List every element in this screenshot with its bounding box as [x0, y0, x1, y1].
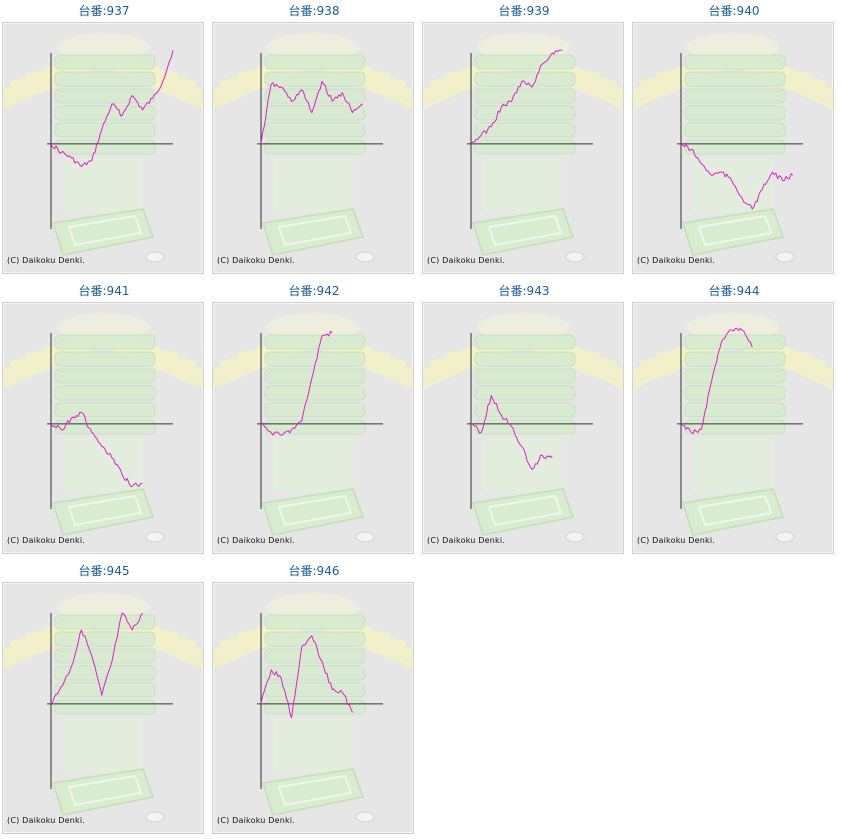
- chart-panel: (C) Daikoku Denki.: [422, 302, 624, 554]
- slump-graph: [423, 313, 623, 543]
- chart-title[interactable]: 台番:944: [708, 284, 760, 298]
- machine-chart-10: 台番:946 (C) Daikoku Denki.: [212, 562, 416, 834]
- slump-graph: [633, 313, 833, 543]
- copyright-text: (C) Daikoku Denki.: [217, 256, 296, 265]
- background-artwork: [213, 313, 413, 543]
- chart-panel: (C) Daikoku Denki.: [2, 302, 204, 554]
- background-artwork: [423, 33, 623, 263]
- slump-graph: [213, 313, 413, 543]
- machine-chart-9: 台番:945 (C) Daikoku Denki.: [2, 562, 206, 834]
- background-artwork: [3, 593, 203, 823]
- background-artwork: [213, 33, 413, 263]
- copyright-text: (C) Daikoku Denki.: [7, 816, 86, 825]
- background-artwork: [423, 313, 623, 543]
- series-line: [260, 330, 333, 436]
- slump-graph: [3, 593, 203, 823]
- chart-panel: (C) Daikoku Denki.: [422, 22, 624, 274]
- chart-title[interactable]: 台番:942: [288, 284, 340, 298]
- machine-chart-6: 台番:942 (C) Daikoku Denki.: [212, 282, 416, 554]
- chart-title[interactable]: 台番:939: [498, 4, 550, 18]
- copyright-text: (C) Daikoku Denki.: [637, 536, 716, 545]
- copyright-text: (C) Daikoku Denki.: [217, 816, 296, 825]
- chart-title[interactable]: 台番:940: [708, 4, 760, 18]
- chart-panel: (C) Daikoku Denki.: [632, 302, 834, 554]
- slump-graph: [423, 33, 623, 263]
- slump-graph: [213, 593, 413, 823]
- slump-graph: [633, 33, 833, 263]
- copyright-text: (C) Daikoku Denki.: [7, 536, 86, 545]
- chart-title[interactable]: 台番:946: [288, 564, 340, 578]
- series-line: [50, 411, 143, 487]
- machine-chart-8: 台番:944 (C) Daikoku Denki.: [632, 282, 836, 554]
- chart-panel: (C) Daikoku Denki.: [212, 22, 414, 274]
- chart-panel: (C) Daikoku Denki.: [2, 22, 204, 274]
- series-line: [680, 327, 753, 435]
- series-line: [50, 50, 174, 167]
- chart-panel: (C) Daikoku Denki.: [212, 582, 414, 834]
- machine-chart-4: 台番:940 (C) Daikoku Denki.: [632, 2, 836, 274]
- background-artwork: [633, 33, 833, 263]
- background-artwork: [3, 313, 203, 543]
- background-artwork: [213, 593, 413, 823]
- machine-chart-7: 台番:943 (C) Daikoku Denki.: [422, 282, 626, 554]
- copyright-text: (C) Daikoku Denki.: [7, 256, 86, 265]
- copyright-text: (C) Daikoku Denki.: [217, 536, 296, 545]
- chart-panel: (C) Daikoku Denki.: [632, 22, 834, 274]
- chart-panel: (C) Daikoku Denki.: [2, 582, 204, 834]
- slump-graph: [213, 33, 413, 263]
- copyright-text: (C) Daikoku Denki.: [427, 536, 506, 545]
- slump-graph: [3, 313, 203, 543]
- slump-graph: [3, 33, 203, 263]
- machine-chart-2: 台番:938 (C) Daikoku Denki.: [212, 2, 416, 274]
- chart-title[interactable]: 台番:937: [78, 4, 130, 18]
- copyright-text: (C) Daikoku Denki.: [427, 256, 506, 265]
- machine-chart-3: 台番:939 (C) Daikoku Denki.: [422, 2, 626, 274]
- chart-title[interactable]: 台番:945: [78, 564, 130, 578]
- background-artwork: [3, 33, 203, 263]
- machine-chart-5: 台番:941 (C) Daikoku Denki.: [2, 282, 206, 554]
- background-artwork: [633, 313, 833, 543]
- series-line: [680, 143, 794, 210]
- chart-title[interactable]: 台番:941: [78, 284, 130, 298]
- chart-title[interactable]: 台番:938: [288, 4, 340, 18]
- machine-chart-1: 台番:937 (C) Daikoku Denki.: [2, 2, 206, 274]
- copyright-text: (C) Daikoku Denki.: [637, 256, 716, 265]
- series-line: [260, 635, 353, 719]
- series-line: [470, 395, 553, 470]
- chart-title[interactable]: 台番:943: [498, 284, 550, 298]
- series-line: [470, 49, 563, 145]
- series-line: [260, 80, 363, 144]
- series-line: [50, 612, 143, 705]
- chart-panel: (C) Daikoku Denki.: [212, 302, 414, 554]
